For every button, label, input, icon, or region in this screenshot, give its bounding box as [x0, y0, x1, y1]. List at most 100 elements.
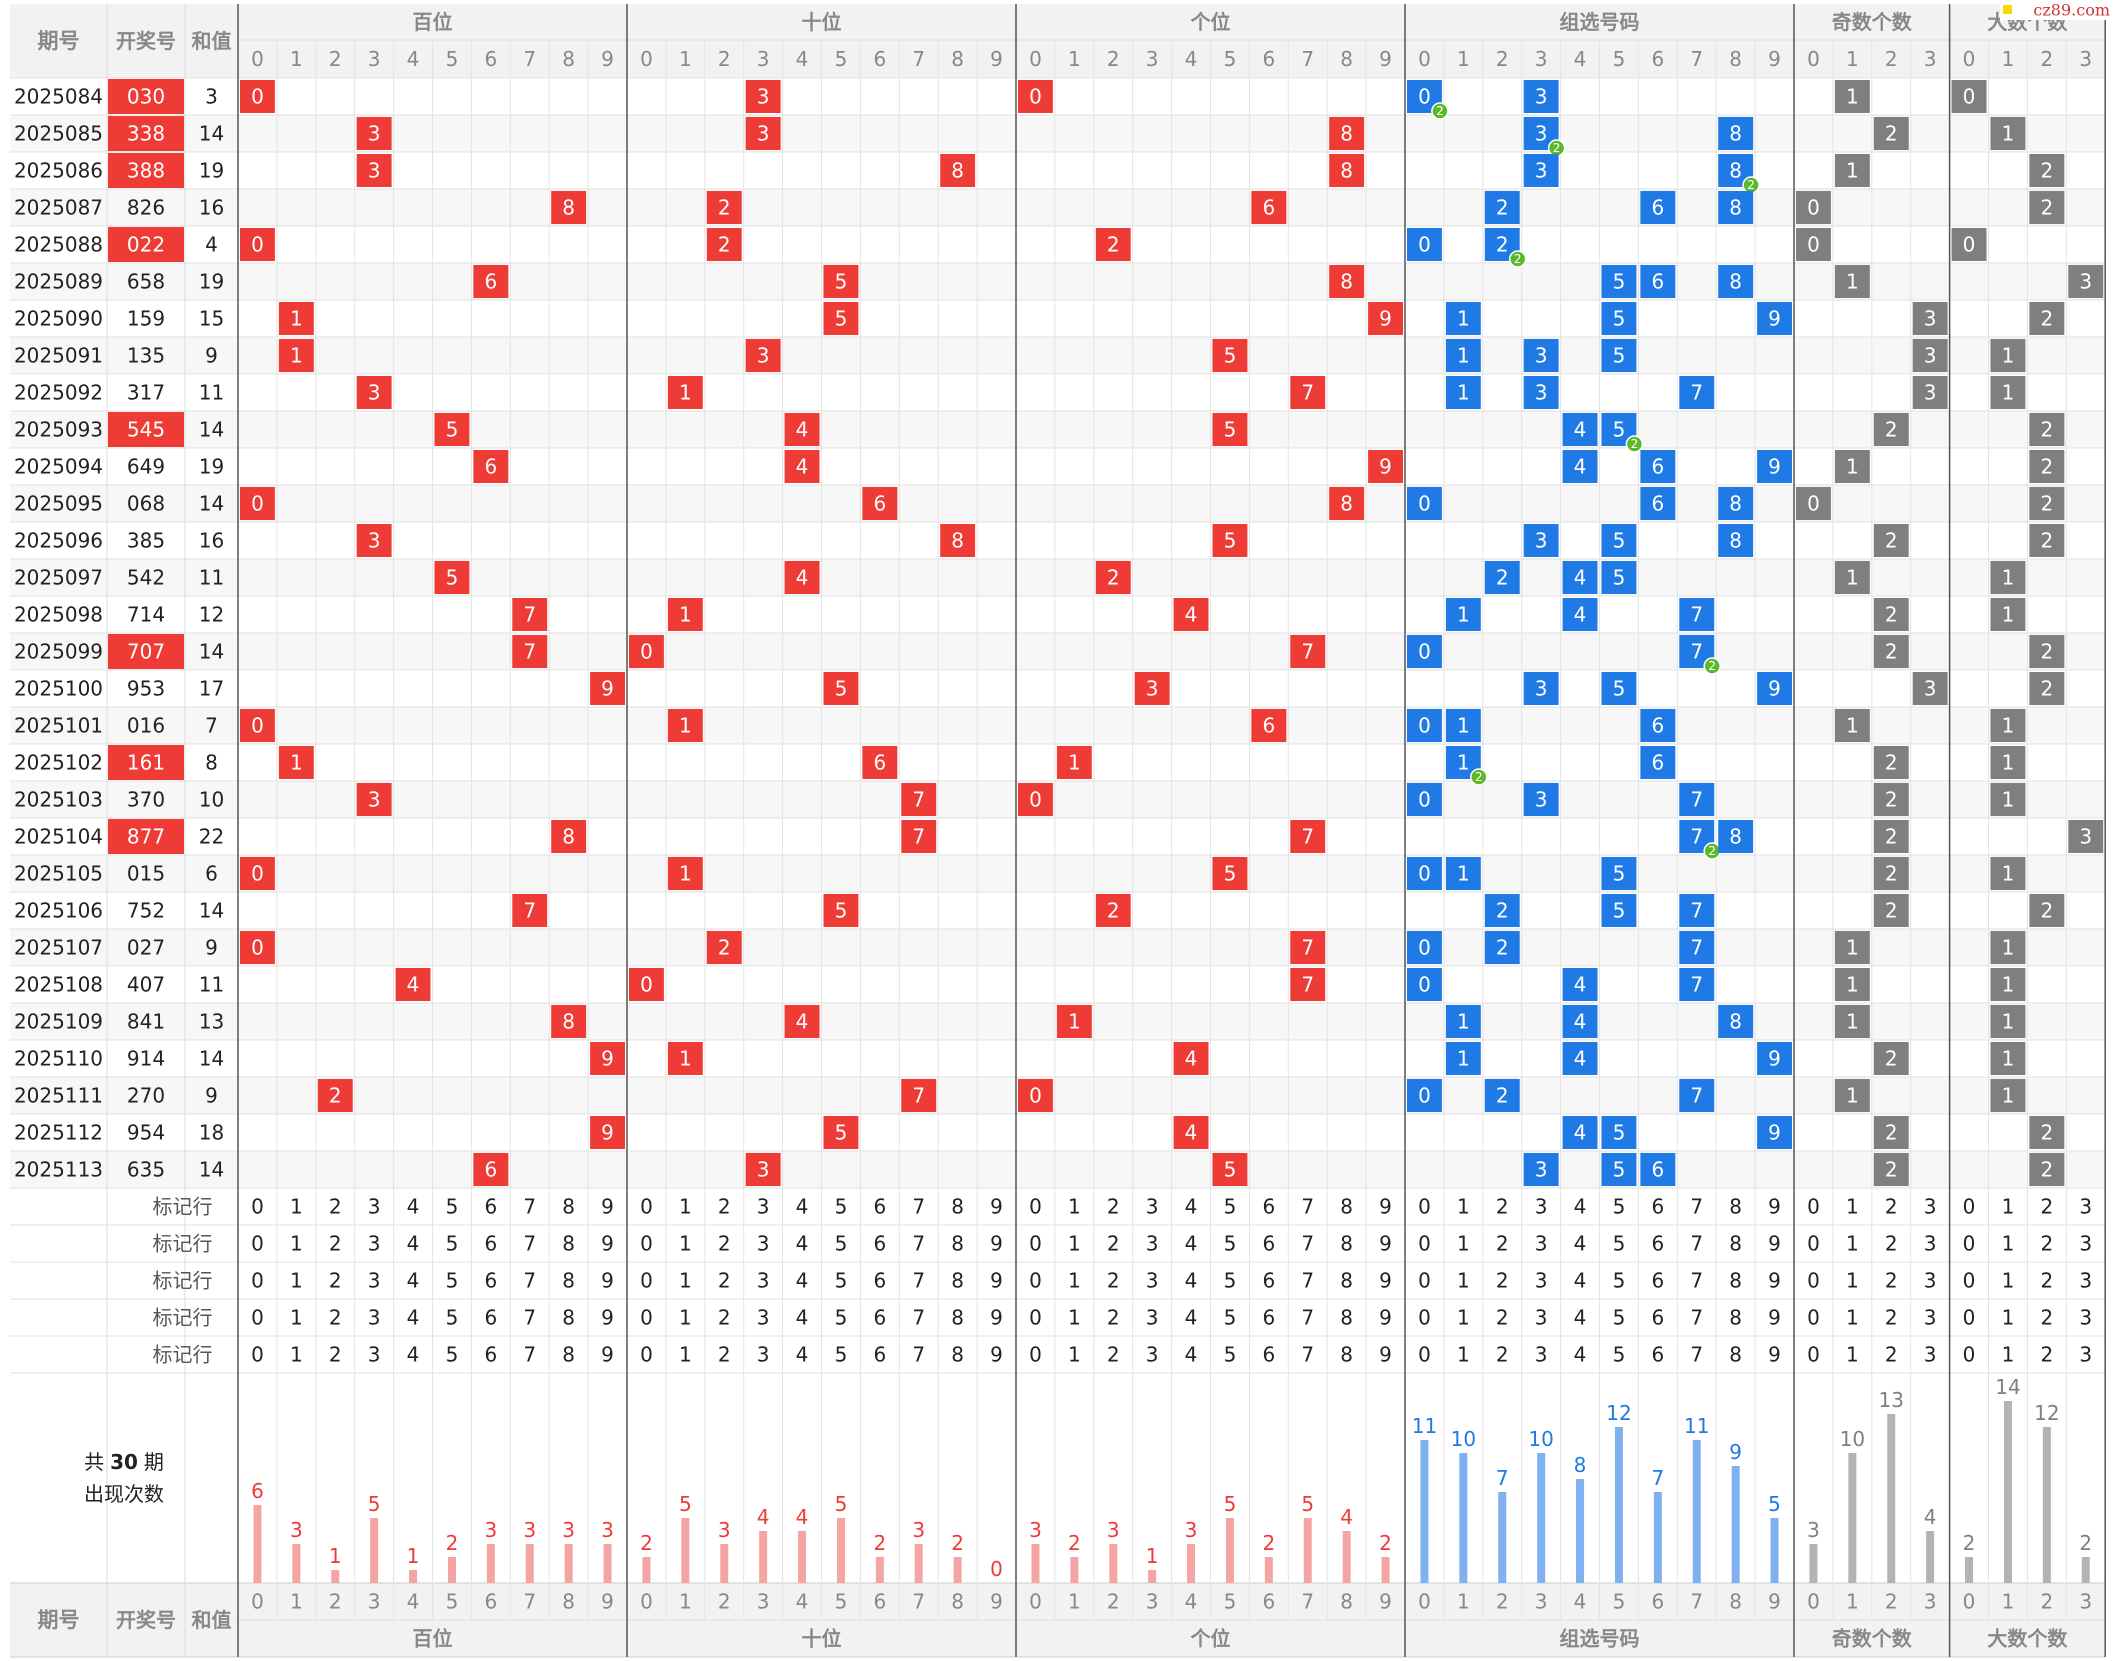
- hit-cell: [1718, 117, 1754, 150]
- hit-cell: [1873, 894, 1909, 927]
- count-bar: [1264, 1557, 1273, 1583]
- hit-cell: [240, 80, 275, 113]
- hit-digit: 5: [1613, 418, 1626, 442]
- marker-digit: 0: [1418, 1306, 1431, 1330]
- marker-digit: 8: [562, 1195, 575, 1219]
- hit-cell: [1990, 598, 2026, 631]
- marker-digit: 2: [2040, 1269, 2053, 1293]
- marker-digit: 3: [368, 1232, 381, 1256]
- group-name: 百位: [413, 1627, 453, 1651]
- marker-digit: 0: [1963, 1306, 1976, 1330]
- hit-cell: [1523, 783, 1559, 816]
- hit-cell: [1990, 857, 2026, 890]
- marker-digit: 0: [1963, 1343, 1976, 1367]
- repeat-badge-text: 2: [1436, 104, 1444, 118]
- marker-digit: 4: [407, 1269, 420, 1293]
- column-digit: 5: [835, 47, 848, 71]
- draw-number: 016: [127, 714, 165, 738]
- hit-cell: [667, 1042, 703, 1075]
- marker-digit: 5: [835, 1232, 848, 1256]
- hit-cell: [1095, 894, 1131, 927]
- hit-digit: 0: [251, 492, 264, 516]
- marker-digit: 4: [1574, 1232, 1587, 1256]
- marker-digit: 2: [1107, 1195, 1120, 1219]
- hit-cell: [2029, 524, 2065, 557]
- hit-digit: 3: [368, 122, 381, 146]
- hit-cell: [240, 857, 275, 890]
- marker-digit: 4: [407, 1343, 420, 1367]
- row-bg: [10, 337, 2106, 374]
- repeat-badge-text: 2: [1708, 844, 1716, 858]
- hit-digit: 2: [2040, 492, 2053, 516]
- hit-digit: 6: [484, 1158, 497, 1182]
- hit-cell: [2068, 265, 2104, 298]
- period: 2025095: [14, 492, 103, 516]
- hit-digit: 9: [1768, 455, 1781, 479]
- hit-cell: [1834, 931, 1870, 964]
- marker-digit: 2: [1107, 1269, 1120, 1293]
- column-digit: 6: [1651, 47, 1664, 71]
- period: 2025096: [14, 529, 103, 553]
- count-bar: [1692, 1440, 1701, 1583]
- marker-digit: 9: [1379, 1343, 1392, 1367]
- number-highlight: [108, 634, 184, 669]
- hit-cell: [1562, 1042, 1598, 1075]
- hit-digit: 5: [1224, 418, 1237, 442]
- hit-cell: [1601, 672, 1637, 705]
- row-bg: [10, 855, 2106, 892]
- hit-cell: [512, 598, 548, 631]
- hit-digit: 1: [1846, 566, 1859, 590]
- column-digit: 3: [1924, 47, 1937, 71]
- hit-digit: 0: [1807, 233, 1820, 257]
- count-label: 0: [990, 1557, 1003, 1581]
- hit-cell: [1990, 783, 2026, 816]
- hit-digit: 3: [1535, 788, 1548, 812]
- header-label: 期号: [38, 29, 80, 53]
- marker-digit: 6: [1262, 1232, 1275, 1256]
- hit-digit: 5: [835, 899, 848, 923]
- marker-digit: 1: [679, 1343, 692, 1367]
- hit-digit: 7: [1690, 973, 1703, 997]
- column-digit: 0: [640, 47, 653, 71]
- hit-cell: [278, 339, 314, 372]
- period: 2025097: [14, 566, 103, 590]
- marker-digit: 3: [757, 1343, 770, 1367]
- sum: 19: [199, 270, 224, 294]
- marker-digit: 6: [484, 1269, 497, 1293]
- marker-digit: 3: [1924, 1306, 1937, 1330]
- hit-digit: 5: [835, 1121, 848, 1145]
- marker-digit: 2: [1885, 1232, 1898, 1256]
- hit-cell: [1562, 1005, 1598, 1038]
- count-bar: [1887, 1414, 1896, 1583]
- marker-digit: 3: [1146, 1269, 1159, 1293]
- hit-cell: [590, 1042, 625, 1075]
- marker-digit: 9: [1379, 1306, 1392, 1330]
- column-digit: 8: [562, 47, 575, 71]
- marker-digit: 8: [562, 1269, 575, 1293]
- hit-cell: [1523, 1153, 1559, 1186]
- hit-digit: 1: [1846, 936, 1859, 960]
- group-name: 组选号码: [1560, 1627, 1640, 1651]
- draw-number: 826: [127, 196, 165, 220]
- column-digit: 9: [1768, 1590, 1781, 1614]
- hit-digit: 2: [2040, 640, 2053, 664]
- hit-digit: 7: [523, 603, 536, 627]
- marker-digit: 9: [1768, 1269, 1781, 1293]
- column-digit: 1: [1068, 1590, 1081, 1614]
- repeat-badge-text: 2: [1631, 437, 1639, 451]
- column-digit: 4: [1574, 47, 1587, 71]
- hit-cell: [1407, 487, 1442, 520]
- column-digit: 0: [1963, 1590, 1976, 1614]
- hit-cell: [1951, 80, 1987, 113]
- hit-digit: 2: [1885, 788, 1898, 812]
- hit-cell: [823, 302, 859, 335]
- hit-digit: 3: [2079, 825, 2092, 849]
- draw-number: 027: [127, 936, 165, 960]
- marker-digit: 0: [640, 1195, 653, 1219]
- sum: 17: [199, 677, 224, 701]
- hit-digit: 4: [1574, 973, 1587, 997]
- hit-digit: 2: [1885, 122, 1898, 146]
- marker-digit: 2: [718, 1306, 731, 1330]
- hit-cell: [1873, 1153, 1909, 1186]
- hit-cell: [1912, 302, 1948, 335]
